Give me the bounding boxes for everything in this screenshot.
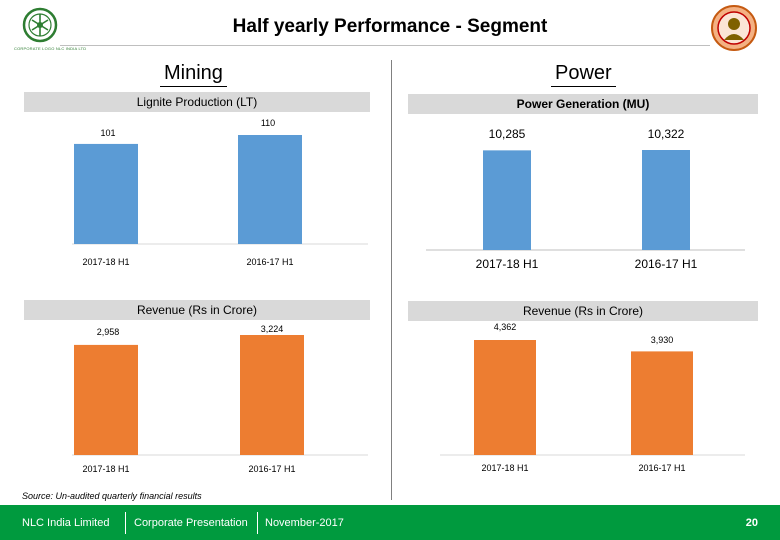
chart-title-power-revenue: Revenue (Rs in Crore) [408, 301, 758, 321]
power-generation-value-label-1: 10,285 [489, 127, 526, 141]
mining-revenue-value-label-1: 2,958 [97, 327, 120, 337]
power-revenue-category-label-1: 2017-18 H1 [481, 463, 528, 473]
chart-title-lignite: Lignite Production (LT) [24, 92, 370, 112]
lignite-production-category-label-1: 2017-18 H1 [82, 257, 129, 267]
footer-separator [125, 512, 126, 534]
chart-title-power-generation: Power Generation (MU) [408, 94, 758, 114]
power-revenue-value-label-1: 4,362 [494, 322, 517, 332]
page-number: 20 [745, 517, 758, 529]
lignite-production-bar-1 [74, 143, 138, 244]
portrait-emblem-icon [708, 4, 760, 52]
footer-company: NLC India Limited [22, 517, 110, 529]
footer-date: November-2017 [265, 517, 344, 529]
mining-revenue-bar-1 [74, 344, 138, 455]
lignite-production-value-label-2: 110 [261, 118, 275, 128]
power-generation-value-label-2: 10,322 [648, 127, 685, 141]
footer-presentation: Corporate Presentation [134, 517, 248, 529]
mining-revenue-category-label-1: 2017-18 H1 [82, 464, 129, 474]
chart-title-mining-revenue: Revenue (Rs in Crore) [24, 300, 370, 320]
lignite-production-bar-2 [238, 135, 302, 244]
source-note: Source: Un-audited quarterly financial r… [22, 491, 202, 501]
vertical-divider [391, 60, 392, 500]
lignite-production-category-label-2: 2016-17 H1 [246, 257, 293, 267]
footer-bar: NLC India Limited Corporate Presentation… [0, 505, 780, 540]
power-revenue-bar-1 [474, 340, 536, 455]
power-revenue-bar-2 [631, 351, 693, 455]
mining-revenue-category-label-2: 2016-17 H1 [248, 464, 295, 474]
power-generation-category-label-2: 2016-17 H1 [635, 257, 698, 271]
title-divider [60, 45, 710, 46]
power-generation-bar-1 [483, 150, 531, 250]
power-revenue-value-label-2: 3,930 [651, 335, 674, 345]
nlc-logo-icon [22, 6, 58, 46]
lignite-production-value-label-1: 101 [100, 128, 115, 138]
power-generation-category-label-1: 2017-18 H1 [476, 257, 539, 271]
page-title: Half yearly Performance - Segment [232, 16, 548, 37]
power-generation-bar-2 [642, 150, 690, 250]
footer-separator [257, 512, 258, 534]
mining-revenue-value-label-2: 3,224 [261, 324, 284, 334]
logo-caption: CORPORATE LOGO NLC INDIA LTD [14, 46, 87, 51]
section-power: Power [551, 62, 616, 87]
mining-revenue-bar-2 [240, 335, 304, 455]
section-mining: Mining [160, 62, 227, 87]
power-revenue-category-label-2: 2016-17 H1 [638, 463, 685, 473]
